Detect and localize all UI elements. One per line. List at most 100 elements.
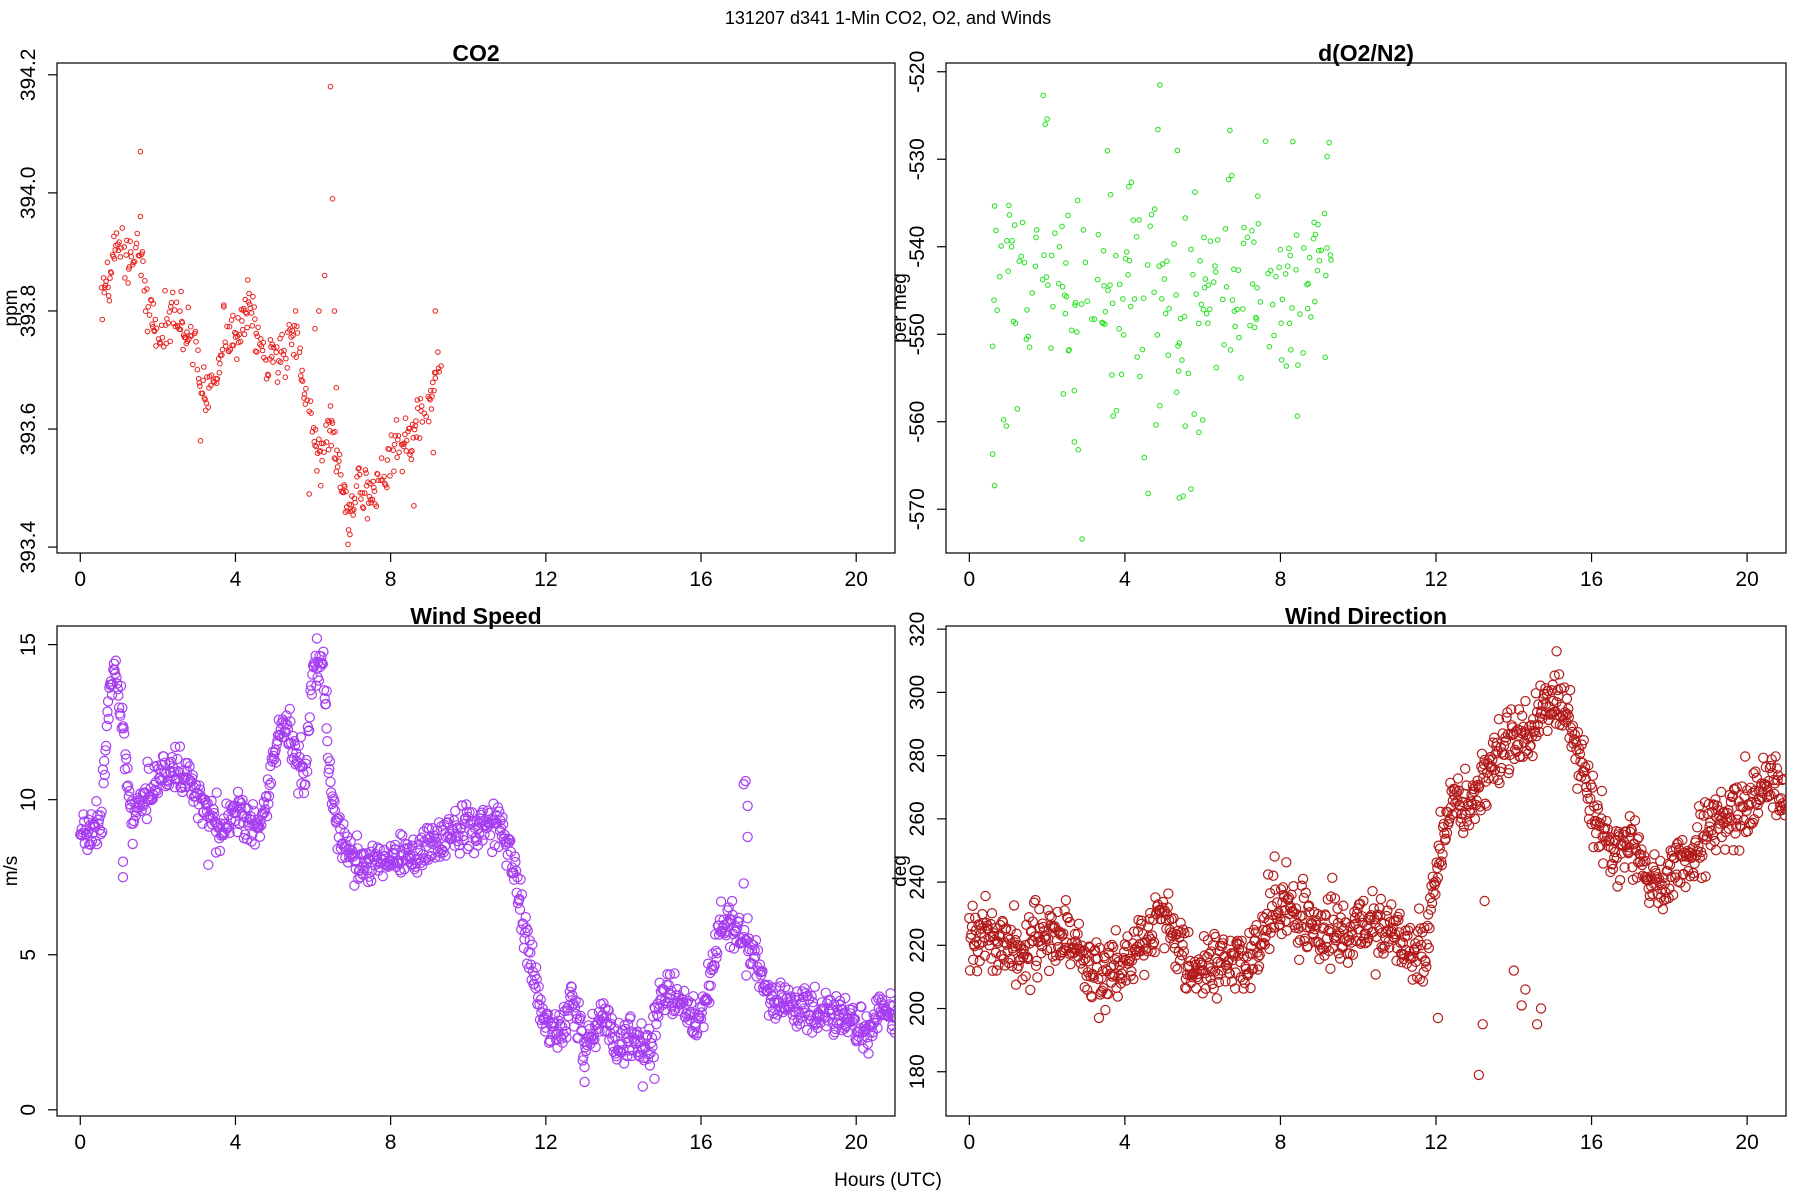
- data-point: [127, 838, 138, 850]
- data-point: [239, 326, 246, 333]
- data-point: [1605, 866, 1616, 878]
- data-point: [105, 293, 112, 299]
- data-point: [1549, 670, 1560, 681]
- data-point: [411, 503, 417, 509]
- data-point: [205, 404, 212, 411]
- data-point: [1293, 232, 1300, 238]
- data-point: [1271, 332, 1277, 339]
- data-point: [1107, 282, 1113, 288]
- data-point: [219, 352, 225, 358]
- data-point: [1300, 350, 1306, 356]
- series-wd: [964, 646, 1786, 1081]
- data-point: [1547, 679, 1558, 691]
- data-point: [1644, 890, 1656, 902]
- data-point: [1529, 726, 1541, 737]
- data-point: [301, 754, 312, 766]
- data-point: [402, 415, 409, 422]
- data-point: [1459, 763, 1471, 775]
- data-point: [101, 289, 107, 296]
- data-point: [1345, 937, 1357, 948]
- data-point: [602, 1004, 614, 1015]
- data-point: [1161, 276, 1168, 282]
- data-point: [414, 834, 425, 846]
- data-point: [395, 436, 401, 443]
- data-point: [1255, 221, 1262, 227]
- data-point: [1104, 148, 1111, 154]
- data-point: [139, 249, 146, 255]
- data-point: [1402, 925, 1414, 936]
- data-point: [1325, 963, 1336, 974]
- data-point: [1421, 961, 1432, 973]
- data-point: [618, 1058, 630, 1069]
- data-point: [364, 516, 371, 522]
- data-point: [554, 1019, 566, 1031]
- data-point: [1059, 223, 1065, 230]
- data-point: [1120, 296, 1126, 302]
- data-point: [1048, 345, 1054, 351]
- x-tick-label: 4: [1119, 1131, 1131, 1154]
- data-point: [1009, 238, 1015, 244]
- data-point: [1533, 699, 1544, 710]
- figure-xlabel: Hours (UTC): [834, 1170, 942, 1191]
- data-point: [150, 784, 161, 796]
- data-point: [1743, 800, 1755, 811]
- data-point: [1347, 949, 1359, 960]
- data-point: [429, 379, 436, 386]
- data-point: [323, 422, 329, 428]
- data-point: [1013, 960, 1024, 972]
- data-point: [320, 440, 327, 447]
- data-point: [391, 468, 397, 475]
- data-point: [1300, 887, 1311, 898]
- data-point: [355, 466, 362, 472]
- data-point: [296, 349, 303, 356]
- data-point: [1044, 116, 1050, 122]
- data-point: [1218, 934, 1229, 945]
- data-point: [1619, 862, 1630, 873]
- data-point: [705, 980, 716, 992]
- data-point: [474, 828, 485, 839]
- data-point: [314, 468, 320, 474]
- data-point: [712, 947, 723, 959]
- data-point: [806, 990, 817, 1002]
- data-point: [1061, 911, 1073, 923]
- data-point: [1293, 954, 1305, 966]
- data-point: [1199, 417, 1206, 423]
- data-point: [487, 846, 498, 858]
- data-point: [216, 370, 223, 376]
- data-point: [327, 428, 333, 434]
- data-point: [118, 723, 129, 734]
- data-point: [532, 992, 544, 1003]
- data-point: [642, 1053, 654, 1065]
- x-tick-label: 0: [963, 568, 975, 591]
- data-point: [1321, 210, 1328, 217]
- data-point: [1727, 791, 1739, 802]
- data-point: [128, 253, 135, 260]
- data-point: [1172, 964, 1183, 975]
- data-point: [1742, 825, 1754, 837]
- data-point: [980, 890, 991, 902]
- data-point: [1137, 373, 1143, 380]
- data-point: [1159, 261, 1166, 267]
- data-point: [1079, 982, 1090, 993]
- data-point: [268, 354, 275, 360]
- data-point: [142, 308, 149, 315]
- panel-title: Wind Direction: [1285, 603, 1447, 629]
- y-axis-label: m/s: [1, 856, 22, 887]
- data-point: [477, 804, 489, 816]
- data-point: [979, 950, 991, 961]
- data-point: [374, 471, 381, 478]
- data-point: [257, 336, 264, 342]
- data-point: [1235, 267, 1242, 274]
- data-point: [1277, 897, 1288, 908]
- y-tick-label: 240: [906, 865, 929, 900]
- data-point: [414, 397, 421, 403]
- data-point: [1714, 818, 1726, 829]
- data-point: [977, 909, 988, 920]
- data-point: [106, 298, 113, 304]
- data-point: [1293, 923, 1304, 934]
- data-point: [153, 343, 159, 349]
- data-point: [1520, 695, 1531, 707]
- data-point: [1469, 813, 1481, 825]
- data-point: [241, 331, 248, 338]
- plot-frame: [945, 625, 1787, 1117]
